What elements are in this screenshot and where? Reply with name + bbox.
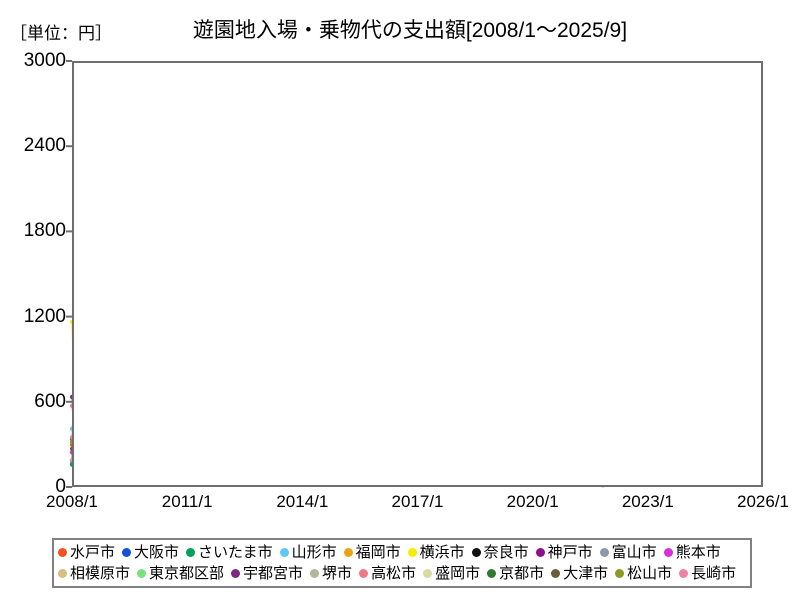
legend-marker-icon [535,548,545,557]
legend-label: 高松市 [371,565,417,582]
legend-item[interactable]: 高松市 [359,566,416,581]
y-axis-tick-label: 1200 [23,305,66,327]
legend-label: 堺市 [322,565,353,582]
legend-marker-icon [551,569,561,578]
legend-label: 京都市 [499,565,545,582]
legend-row: 水戸市 大阪市 さいたま市 山形市 福岡市 横浜市 奈良市 神戸市 富山市 熊本市 [58,542,750,563]
x-axis-tick-label: 2008/1 [46,492,98,511]
legend-label: 松山市 [627,565,673,582]
legend-marker-icon [58,569,67,578]
x-axis-labels: 2008/1 2011/1 2014/1 2017/1 2020/1 2023/1 2026… [0,492,800,518]
legend-item[interactable]: 東京都区部 [137,566,224,581]
x-axis-tick-label: 2017/1 [391,492,444,511]
x-axis-tick-label: 2026/1 [737,492,789,511]
legend-label: 盛岡市 [435,565,481,582]
legend-marker-icon [122,548,132,557]
legend-item[interactable]: 大津市 [551,566,608,581]
legend-marker-icon [615,569,625,578]
y-axis-ticks [66,60,72,488]
legend-item[interactable]: 山形市 [279,544,337,561]
legend-marker-icon [471,548,481,557]
x-axis-tick-label: 2020/1 [506,492,559,511]
page-title: 遊園地入場・乗物代の支出額[2008/1～2025/9] [192,19,628,42]
legend-label: 横浜市 [419,544,465,561]
legend-item[interactable]: 奈良市 [471,544,529,561]
legend-label: 奈良市 [483,544,529,561]
legend-marker-icon [487,569,497,578]
legend-marker-icon [679,569,689,578]
legend-marker-icon [599,548,609,557]
legend-label: さいたま市 [198,544,273,561]
legend-marker-icon [186,548,196,557]
legend-label: 富山市 [611,544,657,561]
legend-marker-icon [58,548,67,557]
unit-label: ［単位：円］ [10,24,112,43]
legend-item[interactable]: 堺市 [310,566,352,581]
plot-frame [72,61,763,487]
legend-marker-icon [231,569,241,578]
y-axis-tick-label: 0 [55,476,66,497]
legend-label: 相模原市 [70,565,131,582]
legend-label: 東京都区部 [149,565,225,582]
legend-label: 長崎市 [691,565,737,582]
legend-item[interactable]: 相模原市 [58,566,130,581]
legend-label: 福岡市 [355,544,401,561]
chart-legend: 水戸市 大阪市 さいたま市 山形市 福岡市 横浜市 奈良市 神戸市 富山市 熊本市相模原市 東京都区… [52,538,752,588]
legend-item[interactable]: さいたま市 [186,545,273,560]
legend-marker-icon [423,569,433,578]
y-axis-tick-label: 3000 [23,50,66,71]
legend-marker-icon [279,548,289,557]
legend-label: 大阪市 [134,544,180,561]
legend-item[interactable]: 横浜市 [407,544,465,561]
legend-item[interactable]: 水戸市 [58,545,115,560]
legend-item[interactable]: 宇都宮市 [231,566,303,581]
legend-item[interactable]: 松山市 [615,566,672,581]
legend-item[interactable]: 盛岡市 [423,566,480,581]
legend-label: 山形市 [291,544,337,561]
legend-label: 宇都宮市 [243,565,304,582]
legend-item[interactable]: 熊本市 [663,544,721,561]
y-axis-tick-label: 2400 [23,135,66,157]
y-axis-tick-label: 1800 [23,220,66,242]
legend-marker-icon [137,569,147,578]
legend-marker-icon [663,548,673,557]
legend-marker-icon [343,548,353,557]
legend-marker-icon [407,548,417,557]
legend-label: 熊本市 [675,544,721,561]
legend-item[interactable]: 長崎市 [679,566,736,581]
legend-row: 相模原市 東京都区部 宇都宮市 堺市 高松市 盛岡市 京都市 大津市 松山市 長崎市 [58,563,750,584]
legend-item[interactable]: 福岡市 [343,544,401,561]
y-axis-labels: 0 600 1200 1800 2400 3000 [0,50,66,497]
y-axis-tick-label: 600 [34,390,66,412]
legend-marker-icon [310,569,320,578]
legend-item[interactable]: 京都市 [487,566,544,581]
legend-label: 大津市 [563,565,609,582]
plot-area [66,60,763,488]
legend-item[interactable]: 富山市 [599,544,657,561]
x-axis-tick-label: 2011/1 [161,492,213,511]
legend-label: 神戸市 [547,544,593,561]
x-axis-tick-label: 2023/1 [621,492,674,511]
legend-item[interactable]: 神戸市 [535,544,593,561]
legend-marker-icon [359,569,369,578]
x-axis-tick-label: 2014/1 [276,492,329,511]
legend-item[interactable]: 大阪市 [122,545,179,560]
legend-label: 水戸市 [70,544,116,561]
